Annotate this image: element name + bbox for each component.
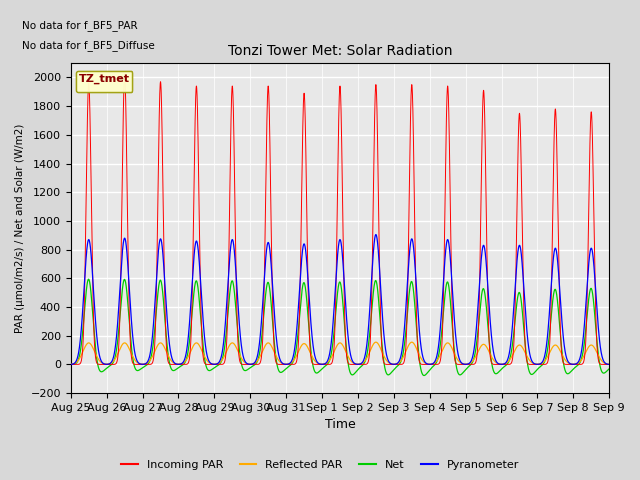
X-axis label: Time: Time (324, 419, 355, 432)
Legend:  (76, 71, 132, 92)
Text: No data for f_BF5_PAR: No data for f_BF5_PAR (22, 20, 138, 31)
Text: No data for f_BF5_Diffuse: No data for f_BF5_Diffuse (22, 40, 155, 51)
Legend: Incoming PAR, Reflected PAR, Net, Pyranometer: Incoming PAR, Reflected PAR, Net, Pyrano… (116, 456, 524, 474)
Y-axis label: PAR (μmol/m2/s) / Net and Solar (W/m2): PAR (μmol/m2/s) / Net and Solar (W/m2) (15, 123, 25, 333)
Title: Tonzi Tower Met: Solar Radiation: Tonzi Tower Met: Solar Radiation (228, 44, 452, 58)
